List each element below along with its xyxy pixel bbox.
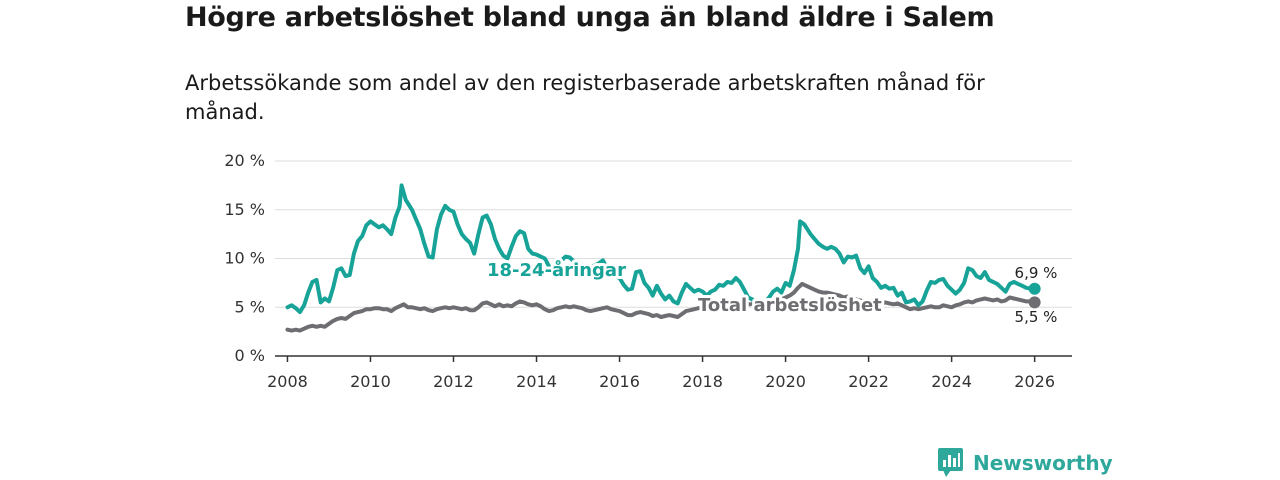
x-tick-label: 2012 <box>433 372 474 391</box>
total-end-value-label: 5,5 % <box>1015 308 1058 326</box>
total-series-label: Total arbetslöshet <box>698 295 882 316</box>
x-tick-label: 2020 <box>765 372 806 391</box>
newsworthy-brand[interactable]: Newsworthy <box>937 447 1113 479</box>
gridlines: 0 % 5 % 10 % 15 % 20 % <box>224 151 1072 365</box>
chart-title: Högre arbetslöshet bland unga än bland ä… <box>185 2 995 33</box>
y-tick-label: 20 % <box>224 151 265 170</box>
youth-end-point <box>1028 282 1041 295</box>
y-tick-label: 15 % <box>224 200 265 219</box>
y-tick-label: 5 % <box>235 297 265 316</box>
x-axis: 2008 2010 2012 2014 2016 2018 2020 2022 2024 2026 <box>267 355 1072 391</box>
chart-subtitle: Arbetssökande som andel av den registerb… <box>185 71 985 124</box>
series-labels: 18-24-åringar Total arbetslöshet 6,9 % 5,5 … <box>484 256 1059 328</box>
x-tick-label: 2022 <box>848 372 889 391</box>
series-layer <box>285 183 1041 333</box>
youth-end-value-label: 6,9 % <box>1015 264 1058 282</box>
brand-name: Newsworthy <box>973 451 1113 475</box>
x-tick-label: 2018 <box>682 372 723 391</box>
x-tick-label: 2010 <box>350 372 391 391</box>
x-tick-label: 2014 <box>516 372 557 391</box>
y-tick-label: 0 % <box>235 346 265 365</box>
youth-series-label: 18-24-åringar <box>487 259 626 281</box>
x-tick-label: 2026 <box>1014 372 1055 391</box>
x-tick-label: 2016 <box>599 372 640 391</box>
total-end-point <box>1028 296 1041 309</box>
x-tick-label: 2024 <box>931 372 972 391</box>
newsworthy-logo-icon <box>938 448 963 477</box>
youth-line <box>285 183 1037 315</box>
total-line <box>285 281 1037 333</box>
y-tick-label: 10 % <box>224 249 265 268</box>
x-tick-label: 2008 <box>267 372 308 391</box>
